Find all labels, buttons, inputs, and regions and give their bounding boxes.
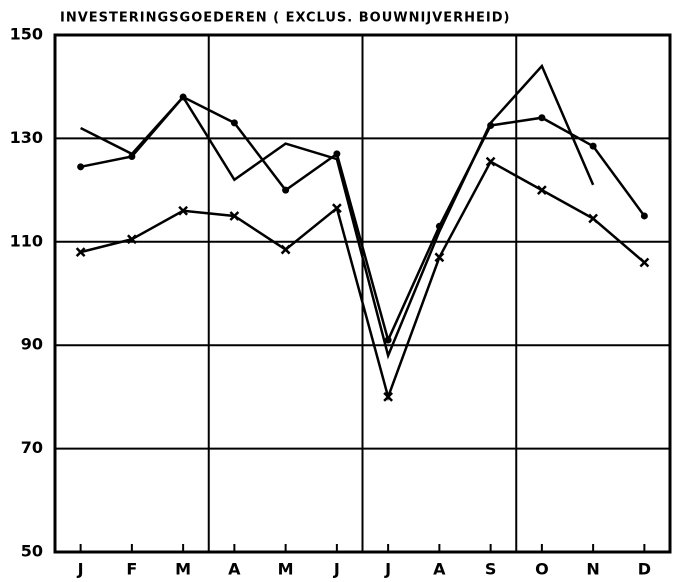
- y-tick-label: 90: [21, 335, 43, 354]
- x-tick-label: S: [485, 560, 497, 579]
- x-tick-label: D: [638, 560, 651, 579]
- plot-frame: [53, 33, 672, 554]
- point: [77, 163, 85, 171]
- cross-arm: [280, 244, 291, 255]
- cross-arm: [75, 247, 86, 258]
- point: [538, 114, 546, 122]
- x-tick-label: N: [586, 560, 599, 579]
- x-tick-label: F: [126, 560, 137, 579]
- point: [178, 205, 189, 216]
- cross-arm: [178, 205, 189, 216]
- point: [536, 185, 547, 195]
- x-tick-label: J: [333, 560, 340, 579]
- y-tick-label: 130: [10, 128, 43, 147]
- point: [485, 156, 496, 167]
- cross-arm: [485, 156, 496, 167]
- point: [126, 234, 137, 245]
- point: [640, 212, 648, 220]
- point: [435, 222, 443, 230]
- cross-arm: [383, 392, 394, 402]
- x-tick-label: J: [384, 560, 391, 579]
- point: [434, 252, 445, 263]
- point: [331, 203, 342, 214]
- point: [333, 150, 341, 158]
- cross-arm: [639, 257, 650, 268]
- y-tick-label: 150: [10, 25, 43, 44]
- x-tick-label: M: [175, 560, 191, 579]
- chart-title: INVESTERINGSGOEDEREN ( EXCLUS. BOUWNIJVE…: [60, 11, 510, 26]
- y-tick-label: 50: [21, 542, 43, 561]
- point: [589, 142, 597, 150]
- point: [128, 152, 136, 160]
- point: [179, 93, 187, 101]
- cross-arm: [229, 211, 240, 221]
- point: [487, 121, 495, 129]
- point: [639, 257, 650, 268]
- cross-arm: [331, 203, 342, 214]
- point: [280, 244, 291, 255]
- y-tick-label: 70: [21, 438, 43, 457]
- series-line: [80, 159, 646, 402]
- cross-arm: [536, 185, 547, 195]
- cross-arm: [588, 213, 599, 224]
- y-tick-label: 110: [10, 231, 43, 250]
- x-tick-label: J: [77, 560, 84, 579]
- point: [588, 213, 599, 224]
- point: [230, 119, 238, 127]
- x-tick-label: A: [228, 560, 241, 579]
- x-tick-label: O: [535, 560, 549, 579]
- x-tick-label: M: [278, 560, 294, 579]
- series-line: [80, 95, 646, 344]
- x-tick-label: A: [433, 560, 446, 579]
- point: [282, 186, 290, 194]
- point: [383, 392, 394, 402]
- point: [384, 336, 392, 344]
- cross-arm: [126, 234, 137, 245]
- cross-arm: [434, 252, 445, 263]
- point: [229, 211, 240, 221]
- point: [75, 247, 86, 258]
